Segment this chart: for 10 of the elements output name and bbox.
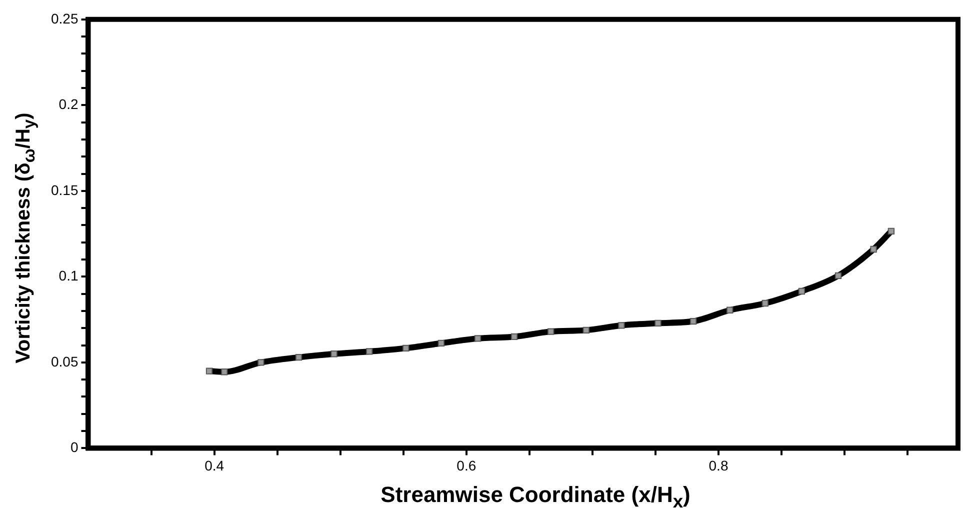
x-tick-label: 0.4 xyxy=(204,457,224,474)
y-tick-label: 0.25 xyxy=(51,10,78,26)
y-tick-label: 0 xyxy=(70,439,78,456)
x-axis-title: Streamwise Coordinate (x/H$_{x}$) xyxy=(380,482,692,512)
x-tick-label: 0.8 xyxy=(708,457,728,474)
y-tick-label: 0.15 xyxy=(51,182,78,198)
x-tick-label: 0.6 xyxy=(456,457,476,474)
y-tick-label: 0.1 xyxy=(58,268,78,284)
y-tick-label: 0.2 xyxy=(58,96,78,112)
y-tick-label: 0.05 xyxy=(51,353,78,370)
